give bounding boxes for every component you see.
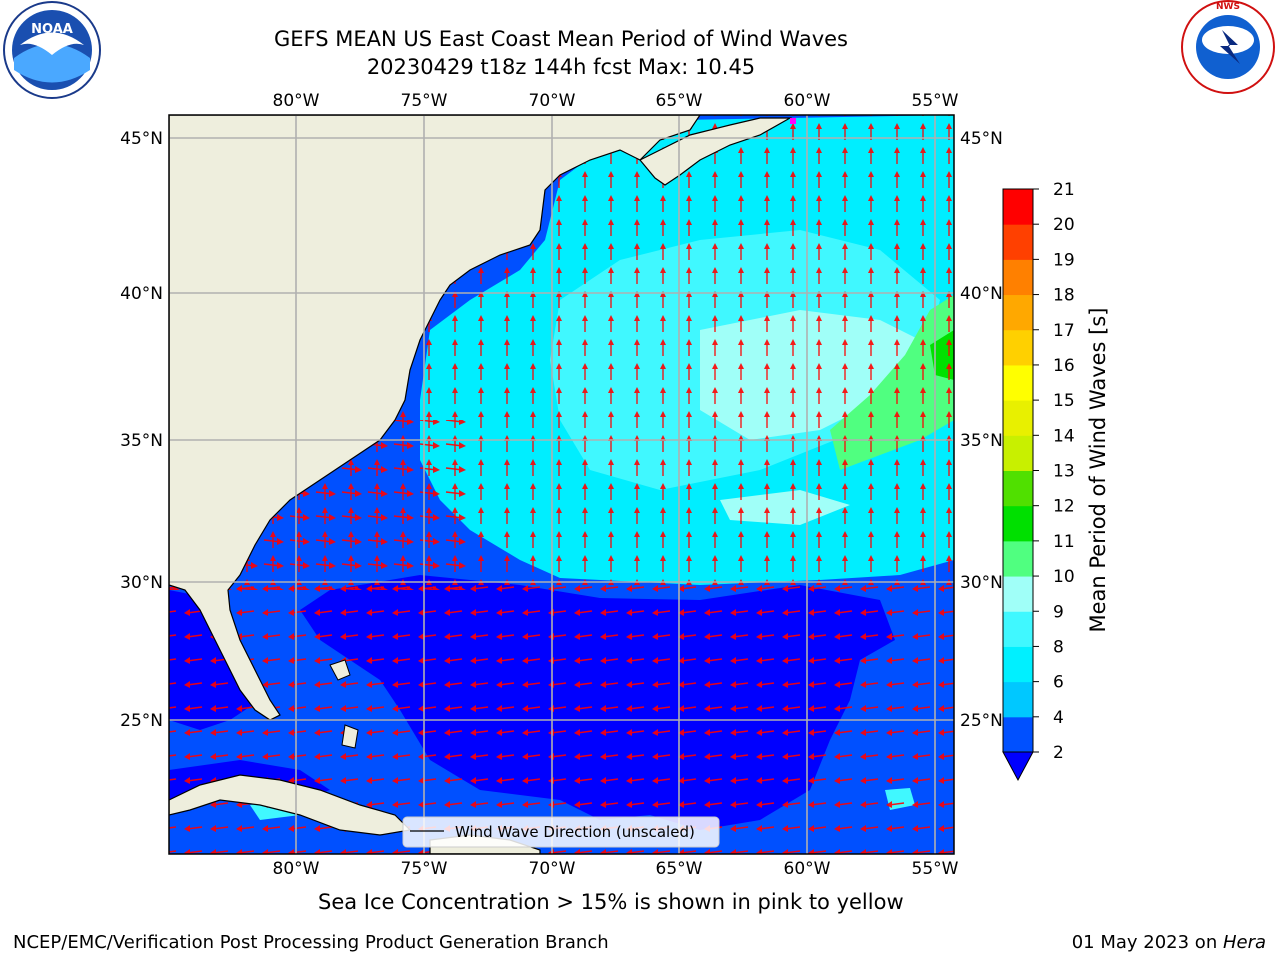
- legend-label: Wind Wave Direction (unscaled): [455, 823, 695, 841]
- lon-label: 75°W: [401, 91, 448, 111]
- noaa-logo-text: NOAA: [31, 22, 73, 37]
- lon-label: 70°W: [529, 91, 576, 111]
- colorbar-bin: [1003, 364, 1033, 401]
- colorbar-tick-label: 14: [1053, 426, 1075, 446]
- lon-label: 60°W: [784, 859, 831, 879]
- colorbar-bin: [1003, 400, 1033, 436]
- colorbar-tick-label: 21: [1053, 180, 1075, 200]
- lon-label: 60°W: [784, 91, 831, 111]
- lat-label: 25°N: [120, 711, 163, 731]
- colorbar-bin: [1003, 646, 1033, 683]
- nova-scotia-land: [639, 117, 793, 186]
- colorbar-tick-label: 10: [1053, 567, 1075, 587]
- lon-label: 55°W: [912, 91, 959, 111]
- colorbar-tick-label: 8: [1053, 637, 1064, 657]
- colorbar-tick-label: 12: [1053, 497, 1075, 517]
- lat-label: 35°N: [120, 431, 163, 451]
- lat-labels-left: 45°N 40°N 35°N 30°N 25°N: [120, 129, 163, 731]
- colorbar-bin: [1003, 716, 1033, 753]
- lat-label: 35°N: [960, 431, 1003, 451]
- lat-label: 40°N: [120, 284, 163, 304]
- sea-ice-note: Sea Ice Concentration > 15% is shown in …: [318, 890, 904, 914]
- colorbar-bin: [1003, 681, 1033, 718]
- colorbar-bin: [1003, 470, 1033, 507]
- footer-date: 01 May 2023 on Hera: [1072, 932, 1266, 953]
- colorbar-tick-label: 20: [1053, 215, 1075, 235]
- lat-labels-right: 45°N 40°N 35°N 30°N 25°N: [960, 129, 1003, 731]
- map-subtitle: 20230429 t18z 144h fcst Max: 10.45: [366, 55, 756, 79]
- colorbar-tick-label: 17: [1053, 321, 1075, 341]
- lon-labels-top: 80°W 75°W 70°W 65°W 60°W 55°W: [273, 91, 959, 111]
- lon-label: 80°W: [273, 859, 320, 879]
- lon-label: 65°W: [656, 859, 703, 879]
- lon-label: 75°W: [401, 859, 448, 879]
- colorbar-tick-label: 11: [1053, 532, 1075, 552]
- lat-label: 30°N: [120, 573, 163, 593]
- sea-ice-patch: [790, 118, 796, 124]
- colorbar-tick-label: 13: [1053, 462, 1075, 482]
- colorbar-tick-label: 2: [1053, 743, 1064, 763]
- cuba-land: [169, 774, 412, 836]
- colorbar-tick-label: 15: [1053, 391, 1075, 411]
- lon-label: 65°W: [656, 91, 703, 111]
- colorbar-bin: [1003, 611, 1033, 647]
- colorbar-bin: [1003, 224, 1033, 260]
- map-title: GEFS MEAN US East Coast Mean Period of W…: [274, 27, 848, 51]
- colorbar-tick-label: 6: [1053, 673, 1064, 693]
- lat-label: 45°N: [120, 129, 163, 149]
- lon-label: 70°W: [529, 859, 576, 879]
- colorbar-label: Mean Period of Wind Waves [s]: [1086, 307, 1110, 633]
- lon-labels-bottom: 80°W 75°W 70°W 65°W 60°W 55°W: [273, 859, 959, 879]
- lat-label: 30°N: [960, 573, 1003, 593]
- colorbar-bin: [1003, 435, 1033, 471]
- colorbar-bin: [1003, 259, 1033, 296]
- colorbar-tick-label: 18: [1053, 286, 1075, 306]
- colorbar: 2 4 6 8 9 10 11 12 13 14 15 16 17 18 19 20 21: [1002, 180, 1075, 782]
- colorbar-tick-label: 9: [1053, 602, 1064, 622]
- arrow-legend: Wind Wave Direction (unscaled): [402, 816, 720, 848]
- lon-label: 55°W: [912, 859, 959, 879]
- colorbar-extend: [1002, 751, 1034, 782]
- map-frame: [168, 114, 955, 855]
- colorbar-tick-label: 16: [1053, 356, 1075, 376]
- noaa-logo: NOAA: [3, 1, 101, 99]
- colorbar-bin: [1003, 294, 1033, 331]
- nws-logo: NWS: [1181, 0, 1275, 94]
- graticule: [169, 115, 954, 854]
- lat-label: 45°N: [960, 129, 1003, 149]
- lon-label: 80°W: [273, 91, 320, 111]
- map-area: [169, 115, 954, 854]
- colorbar-bin: [1003, 576, 1033, 612]
- footer-credit: NCEP/EMC/Verification Post Processing Pr…: [13, 932, 609, 953]
- svg-text:NWS: NWS: [1216, 2, 1240, 12]
- colorbar-bin: [1003, 329, 1033, 366]
- lat-label: 25°N: [960, 711, 1003, 731]
- colorbar-bin: [1003, 540, 1033, 577]
- colorbar-tick-label: 19: [1053, 250, 1075, 270]
- footer-machine: Hera: [1222, 932, 1266, 953]
- footer-date-text: 01 May 2023 on: [1071, 932, 1223, 953]
- colorbar-bin: [1003, 189, 1033, 225]
- colorbar-bin: [1003, 505, 1033, 542]
- colorbar-tick-label: 4: [1053, 708, 1064, 728]
- lat-label: 40°N: [960, 284, 1003, 304]
- us-land: [169, 115, 701, 721]
